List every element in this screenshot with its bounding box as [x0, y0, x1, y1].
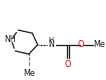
Text: NH: NH — [4, 35, 16, 44]
Text: Me: Me — [23, 69, 35, 78]
Text: N: N — [48, 40, 54, 49]
Text: O: O — [64, 60, 71, 69]
Text: H: H — [49, 37, 54, 43]
Text: O: O — [77, 40, 83, 49]
Text: Me: Me — [93, 40, 105, 49]
